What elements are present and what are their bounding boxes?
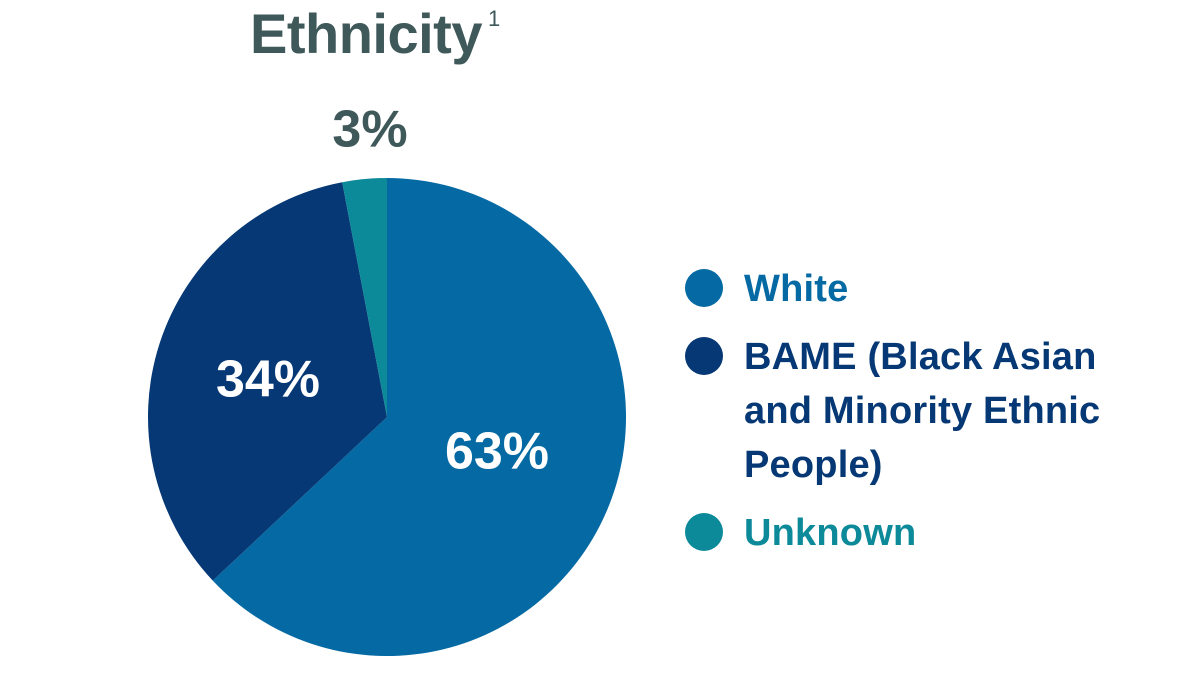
legend: White BAME (Black Asian and Minority Ethn… <box>685 262 1185 574</box>
legend-label: Unknown <box>744 512 917 554</box>
pie-slice-bame <box>147 182 387 581</box>
legend-swatch <box>685 269 723 307</box>
legend-swatch <box>685 513 723 551</box>
legend-item-bame: BAME (Black Asian and Minority Ethnic Pe… <box>685 330 1185 492</box>
pie-slice-white <box>212 178 626 656</box>
chart-title: Ethnicity 1 <box>250 2 500 72</box>
legend-item-white: White <box>685 262 1185 316</box>
legend-item-unknown: Unknown <box>685 506 1185 560</box>
legend-swatch <box>685 337 723 375</box>
data-label-unknown: 3% <box>332 101 407 159</box>
title-footnote-marker: 1 <box>487 6 501 31</box>
legend-label: White <box>744 268 849 310</box>
legend-label: BAME (Black Asian and Minority Ethnic Pe… <box>744 336 1101 486</box>
pie-slice-unknown <box>342 178 387 417</box>
chart-title-text: Ethnicity <box>250 2 482 65</box>
data-label-white: 63% <box>445 423 549 481</box>
data-label-bame: 34% <box>216 351 320 409</box>
